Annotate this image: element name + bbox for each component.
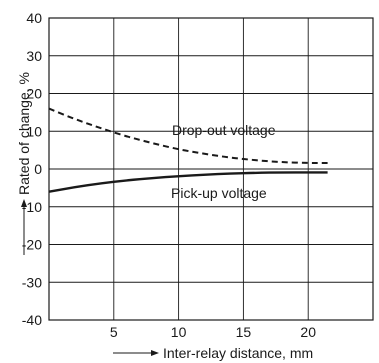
y-tick-labels: 40 30 20 10 0 -10 -20 -30 -40 bbox=[22, 10, 42, 328]
y-axis-arrow-head bbox=[21, 199, 27, 207]
x-tick-label: 10 bbox=[171, 324, 187, 340]
series bbox=[48, 107, 328, 193]
x-tick-label: 15 bbox=[236, 324, 252, 340]
y-tick-label: 40 bbox=[26, 10, 42, 26]
plot-frame bbox=[48, 17, 374, 321]
pick-up-voltage-line bbox=[48, 171, 328, 193]
drop-out-voltage-line bbox=[48, 107, 328, 164]
y-tick-label: 20 bbox=[26, 86, 42, 102]
x-axis-title-group: Inter-relay distance, mm bbox=[113, 345, 313, 361]
x-axis-title: Inter-relay distance, mm bbox=[163, 345, 313, 361]
y-tick-label: 0 bbox=[34, 161, 42, 177]
x-axis-arrow-head bbox=[151, 350, 159, 356]
x-tick-label: 5 bbox=[110, 324, 118, 340]
pick-up-voltage-label: Pick-up voltage bbox=[171, 185, 267, 201]
grid bbox=[49, 18, 373, 320]
y-tick-label: 30 bbox=[26, 48, 42, 64]
drop-out-voltage-label: Drop-out voltage bbox=[172, 122, 276, 138]
y-tick-label: -10 bbox=[22, 199, 42, 215]
y-axis-title-group: Rated of change, % bbox=[16, 72, 32, 255]
y-tick-label: -20 bbox=[22, 237, 42, 253]
x-tick-label: 20 bbox=[300, 324, 316, 340]
y-tick-label: -30 bbox=[22, 274, 42, 290]
x-tick-labels: 5 10 15 20 bbox=[110, 324, 316, 340]
y-tick-label: 10 bbox=[26, 123, 42, 139]
y-tick-label: -40 bbox=[22, 312, 42, 328]
y-axis-title: Rated of change, % bbox=[16, 72, 32, 195]
